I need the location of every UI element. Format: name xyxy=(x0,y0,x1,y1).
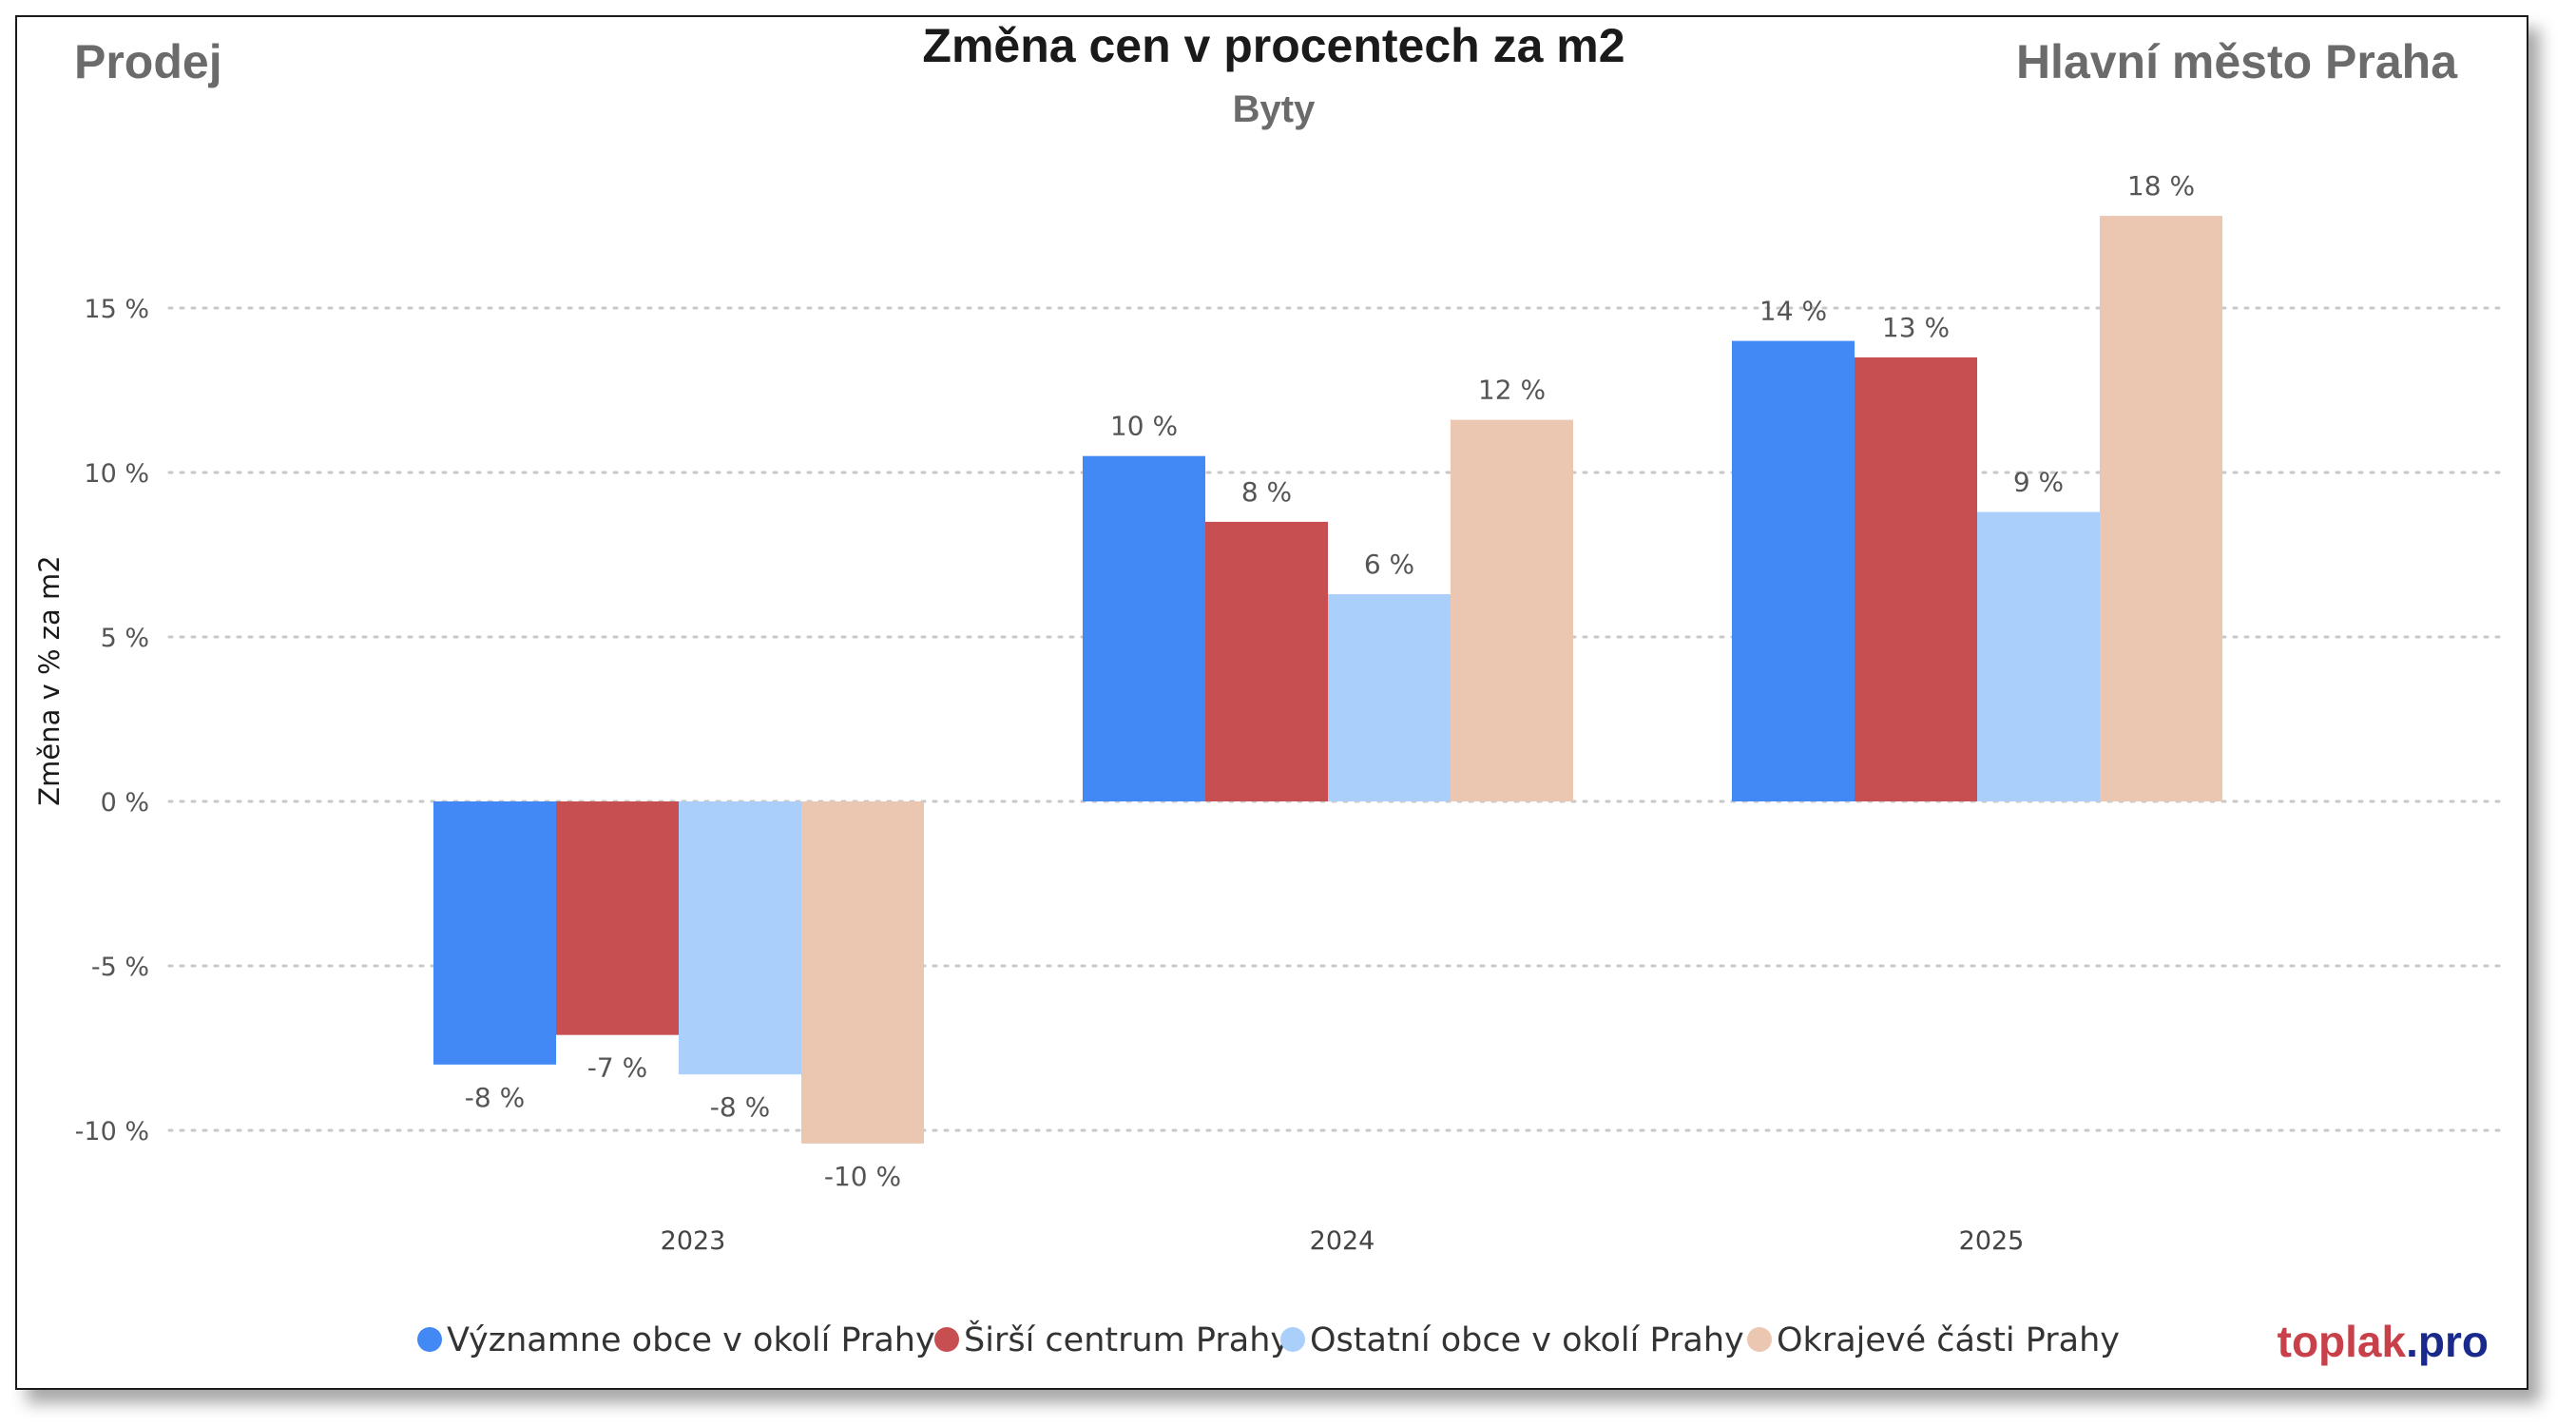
bar xyxy=(1205,521,1328,801)
data-label: -8 % xyxy=(465,1082,525,1113)
x-axis-ticks: 2023 2024 2025 xyxy=(661,1226,2025,1256)
chart-subtitle: Byty xyxy=(1233,88,1316,130)
legend-marker xyxy=(1747,1327,1772,1352)
legend-marker xyxy=(934,1327,959,1352)
y-tick-label: -5 % xyxy=(91,953,149,982)
bar xyxy=(801,801,924,1144)
data-label: -7 % xyxy=(587,1052,647,1084)
bar xyxy=(1977,511,2100,801)
data-label: 13 % xyxy=(1882,312,1950,343)
legend-marker xyxy=(1280,1327,1305,1352)
data-label: 10 % xyxy=(1110,411,1178,442)
x-tick-label: 2023 xyxy=(661,1226,726,1256)
header-right: Hlavní město Praha xyxy=(2016,35,2458,88)
bar xyxy=(1083,455,1205,801)
legend-item[interactable]: Ostatní obce v okolí Prahy xyxy=(1280,1321,1744,1359)
legend-marker xyxy=(417,1327,442,1352)
legend-item[interactable]: Významne obce v okolí Prahy xyxy=(417,1321,935,1359)
brand-logo: toplak.pro xyxy=(2278,1317,2489,1366)
bar xyxy=(679,801,801,1075)
legend: Významne obce v okolí Prahy Širší centrum… xyxy=(417,1320,2120,1359)
data-label: 12 % xyxy=(1478,375,1546,406)
bar xyxy=(1328,594,1451,801)
data-labels: -8 % 10 % 14 % -7 % 8 % 13 % -8 % 6 % 9 % -10 % 12… xyxy=(465,170,2195,1192)
bar xyxy=(1855,356,1977,801)
y-tick-label: 5 % xyxy=(101,624,149,653)
bar xyxy=(1451,419,1573,801)
legend-label: Významne obce v okolí Prahy xyxy=(447,1321,935,1359)
header-left: Prodej xyxy=(74,35,222,88)
y-tick-label: -10 % xyxy=(75,1117,149,1147)
legend-item[interactable]: Okrajevé části Prahy xyxy=(1747,1321,2120,1359)
bar xyxy=(2100,216,2222,801)
bar xyxy=(1732,340,1855,801)
data-label: 6 % xyxy=(1364,549,1414,580)
data-label: 9 % xyxy=(2013,467,2064,498)
brand-part2: .pro xyxy=(2406,1317,2489,1366)
y-axis-label: Změna v % za m2 xyxy=(33,555,66,805)
legend-label: Okrajevé části Prahy xyxy=(1777,1321,2120,1359)
data-label: -10 % xyxy=(824,1161,901,1192)
y-tick-label: 15 % xyxy=(84,295,149,324)
bar xyxy=(556,801,679,1035)
data-label: 14 % xyxy=(1759,296,1827,327)
y-tick-label: 0 % xyxy=(101,788,149,818)
x-tick-label: 2024 xyxy=(1310,1226,1375,1256)
data-label: -8 % xyxy=(710,1091,770,1123)
brand-part1: toplak xyxy=(2278,1317,2407,1366)
y-axis-ticks: -10 % -5 % 0 % 5 % 10 % 15 % xyxy=(75,295,149,1147)
y-tick-label: 10 % xyxy=(84,459,149,489)
chart-title: Změna cen v procentech za m2 xyxy=(922,19,1624,72)
data-label: 8 % xyxy=(1241,476,1292,508)
legend-label: Širší centrum Prahy xyxy=(964,1320,1290,1359)
x-tick-label: 2025 xyxy=(1959,1226,2025,1256)
legend-label: Ostatní obce v okolí Prahy xyxy=(1310,1321,1744,1359)
legend-item[interactable]: Širší centrum Prahy xyxy=(934,1320,1290,1359)
bar xyxy=(433,801,556,1065)
data-label: 18 % xyxy=(2127,170,2195,202)
bars xyxy=(433,216,2222,1144)
